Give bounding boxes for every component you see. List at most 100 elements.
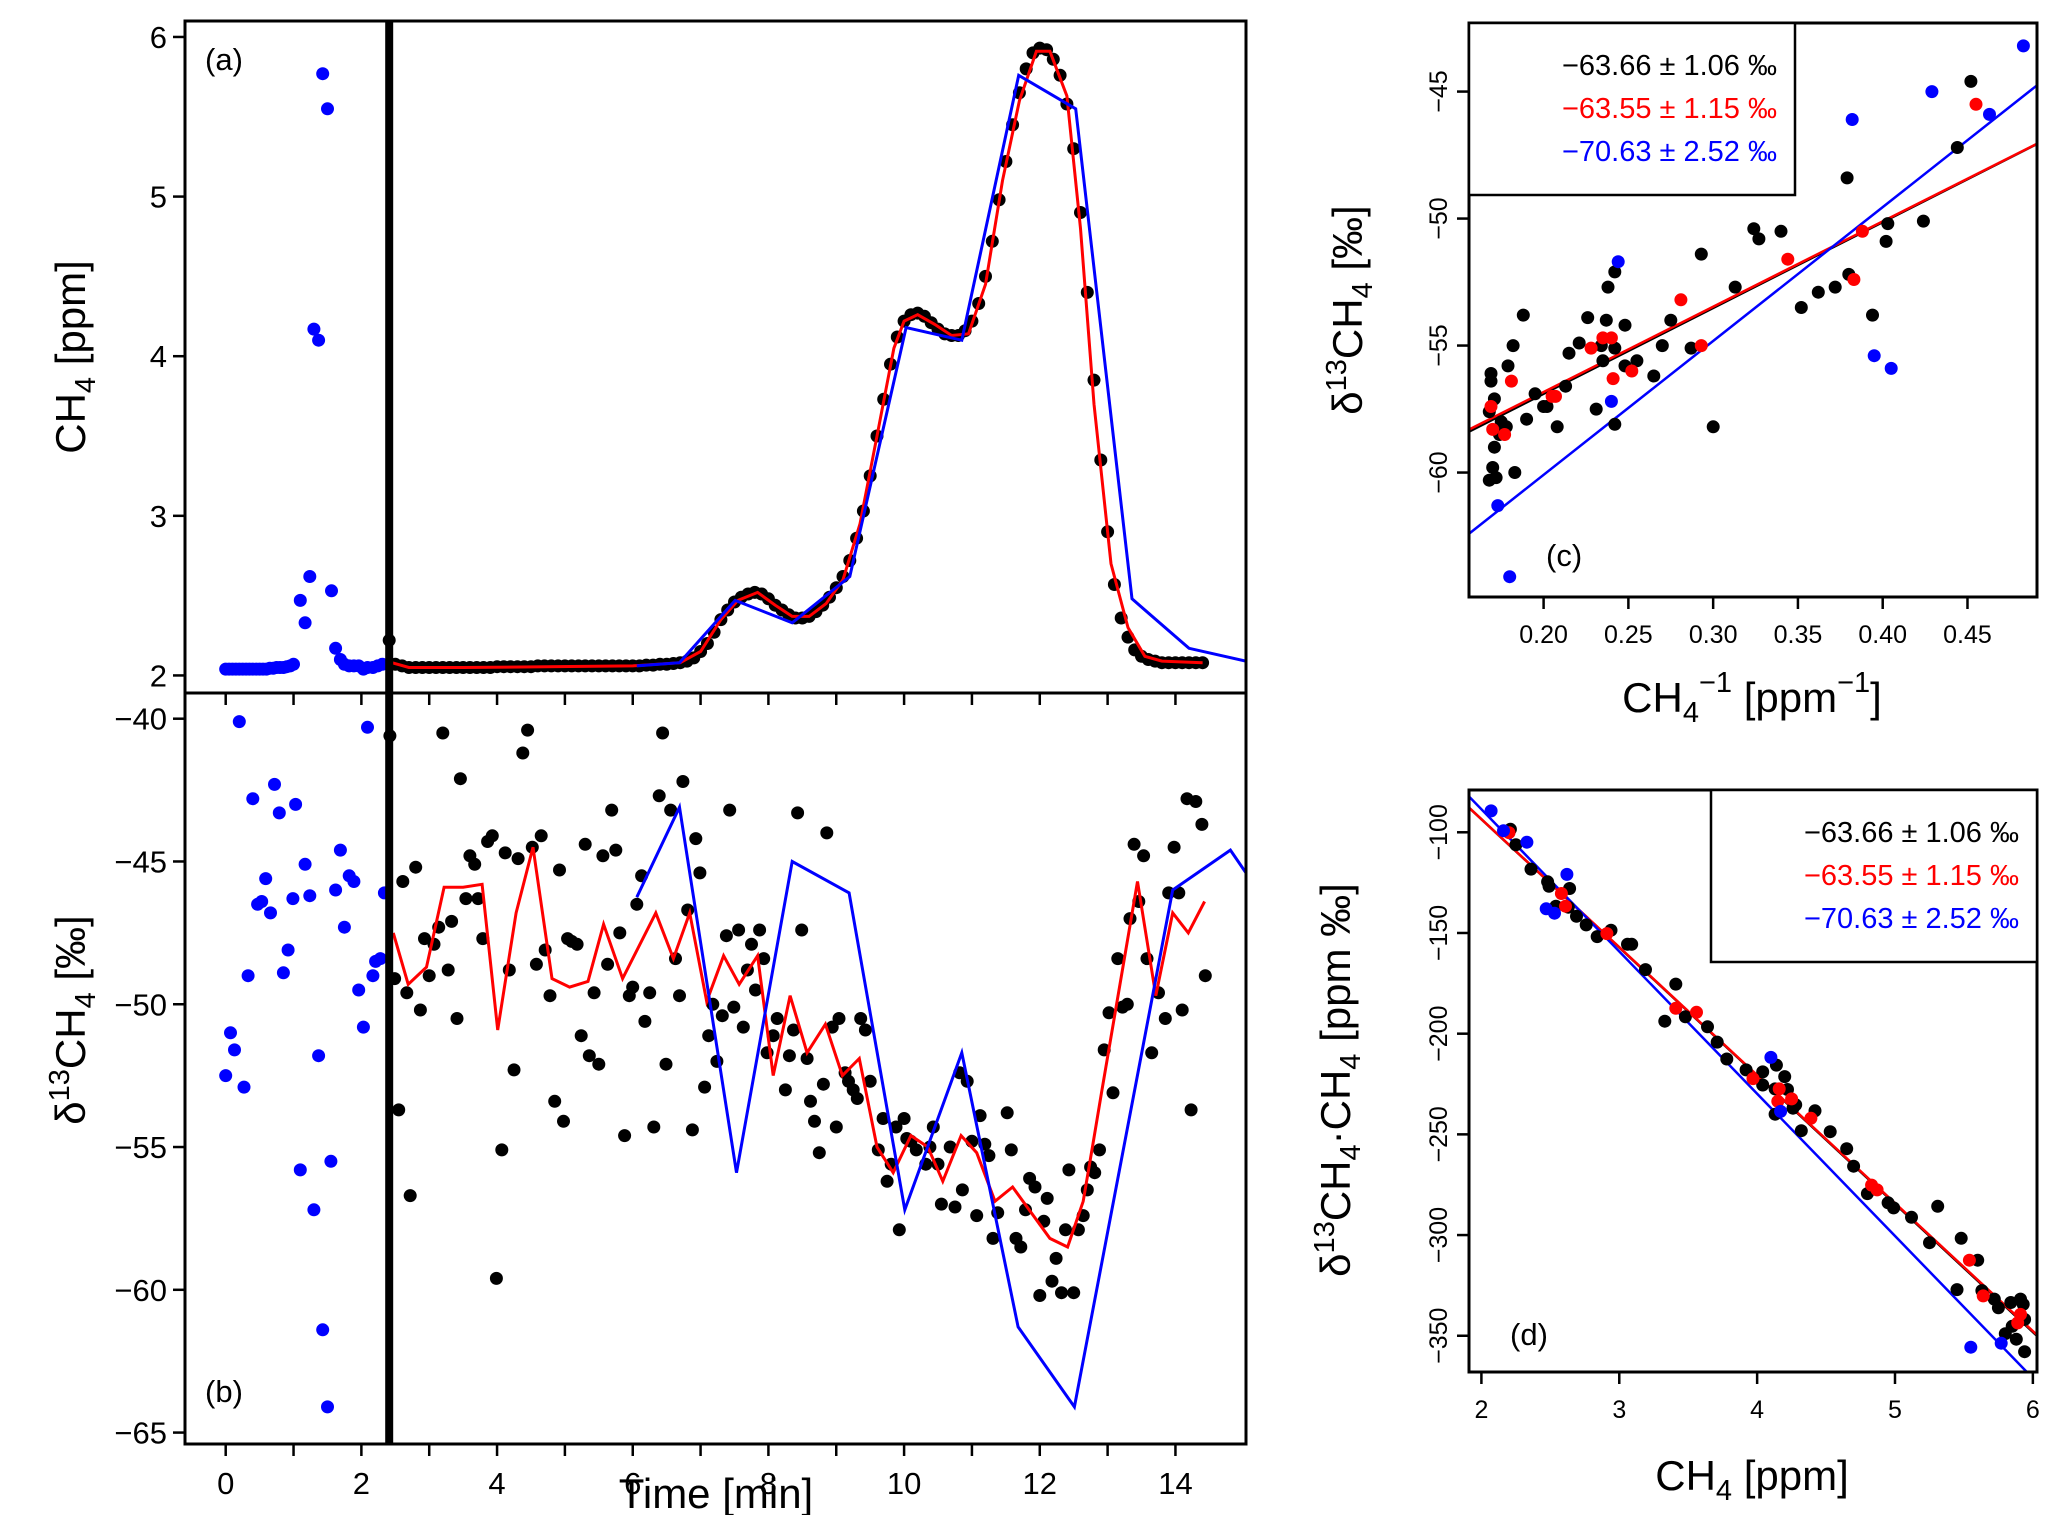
y-tick-label: −60 — [1425, 451, 1453, 493]
panel-d-ylabel: δ13CH4·CH4 [ppm ‰] — [1309, 883, 1367, 1277]
panel-d-red-point — [1600, 927, 1614, 941]
panel-a-xticks — [224, 693, 1177, 705]
panel-b-black-point — [485, 829, 499, 843]
panel-b-black-point — [543, 989, 557, 1003]
panel-b-black-point — [1111, 952, 1125, 966]
panel-b-black-point — [1175, 1003, 1189, 1017]
panel-c-blue-point — [1611, 255, 1625, 269]
panel-d-legend: −63.66 ± 1.06 ‰ −63.55 ± 1.15 ‰ −70.63 ± 2… — [1709, 788, 2039, 964]
panel-d-black-point — [2018, 1345, 2032, 1359]
panel-b-black-point — [574, 1029, 588, 1043]
panel-b-blue-point — [366, 969, 380, 983]
y-tick-label: −60 — [114, 1273, 167, 1308]
panel-d-red-point — [1785, 1092, 1799, 1106]
y-tick-label: 2 — [150, 658, 167, 693]
panel-b-black-point — [1198, 969, 1212, 983]
y-tick-label: 4 — [150, 339, 167, 374]
y-tick-label: −200 — [1425, 1006, 1453, 1062]
panel-b: −40 −45 −50 −55 −60 −65 0 2 4 6 8 10 12 14 (b) δ13CH… — [44, 691, 1248, 1515]
panel-d-red-point — [2011, 1316, 2025, 1330]
panel-b-red-line — [391, 846, 1206, 1250]
panel-b-black-point — [770, 1012, 784, 1025]
panel-d-black-point — [1579, 918, 1593, 932]
y-tick-label: −55 — [114, 1130, 167, 1165]
panel-c-black-point — [1484, 374, 1498, 388]
panel-a-blue-point — [293, 593, 307, 607]
panel-b-blue-point — [286, 892, 300, 906]
panel-d-blue-point — [1484, 804, 1498, 818]
panel-d-black-point — [1756, 1078, 1770, 1092]
panel-b-black-point — [1045, 1274, 1059, 1288]
panel-c-red-point — [1969, 97, 1983, 111]
panel-d-red-point — [1746, 1072, 1760, 1086]
panel-b-blue-point — [337, 920, 351, 934]
panel-d-black-point — [1931, 1199, 1945, 1213]
panel-b-black-point — [854, 1012, 868, 1025]
y-tick-label: −65 — [114, 1416, 167, 1451]
panel-b-black-point — [892, 1223, 906, 1237]
panel-c-blue-point — [1503, 570, 1517, 584]
panel-d-black-point — [1954, 1231, 1968, 1245]
panel-c-red-point — [1674, 293, 1688, 307]
panel-b-black-point — [630, 897, 644, 911]
panel-c-blue-point — [1604, 394, 1618, 408]
panel-b-label: (b) — [205, 1374, 243, 1409]
panel-b-blue-point — [276, 966, 290, 980]
legend-box — [1709, 788, 2039, 964]
panel-b-blue-point — [264, 906, 277, 920]
panel-b-blue-point — [316, 1323, 330, 1337]
panel-b-blue-point — [356, 1020, 370, 1034]
panel-b-blue-point — [352, 983, 366, 997]
panel-b-black-point — [970, 1209, 984, 1223]
panel-c-red-point — [1847, 273, 1861, 286]
panel-b-black-point — [782, 1049, 796, 1063]
panel-c-black-point — [1752, 232, 1766, 246]
panel-b-black-point — [955, 1183, 969, 1197]
panel-b-black-point — [638, 1014, 652, 1028]
panel-c-black-point — [1879, 234, 1893, 248]
legend-entry: −63.66 ± 1.06 ‰ — [1804, 817, 2019, 849]
panel-b-black-point — [986, 1231, 1000, 1245]
panel-d-black-point — [1950, 1283, 1964, 1297]
panel-d-blue-point — [1994, 1336, 2008, 1350]
y-tick-label: −100 — [1425, 804, 1453, 860]
panel-b-blue-point — [241, 969, 255, 983]
panel-b-yticks: −40 −45 −50 −55 −60 −65 — [114, 702, 185, 1451]
panel-b-black-point — [521, 723, 535, 737]
panel-c-black-point — [1684, 341, 1698, 355]
panel-b-black-point — [795, 923, 809, 937]
x-tick-label: 0.40 — [1858, 621, 1907, 649]
panel-a-black-point — [1080, 285, 1094, 299]
panel-b-black-point — [943, 1140, 957, 1154]
x-tick-label: 5 — [1888, 1396, 1902, 1424]
panel-a-blue-point — [329, 641, 343, 655]
panel-c-yticks: −45 −50 −55 −60 — [1425, 70, 1469, 494]
panel-c-black-point — [1647, 369, 1661, 383]
legend-entry: −70.63 ± 2.52 ‰ — [1804, 903, 2019, 935]
panel-b-black-point — [812, 1146, 826, 1160]
panel-b-black-point — [723, 803, 737, 817]
panel-b-black-point — [441, 963, 455, 977]
panel-b-black-point — [570, 937, 584, 951]
panel-c-black-point — [1664, 313, 1678, 327]
panel-c-black-point — [1516, 308, 1530, 322]
panel-b-black-point — [498, 846, 512, 860]
legend-entry: −63.66 ± 1.06 ‰ — [1562, 50, 1777, 82]
panel-c-black-point — [1866, 308, 1879, 322]
panel-a: 2 3 4 5 6 (a) CH4 [ppm] — [47, 19, 1248, 705]
panel-b-black-point — [507, 1063, 521, 1077]
panel-c-legend: −63.66 ± 1.06 ‰ −63.55 ± 1.15 ‰ −70.63 ± 2… — [1467, 21, 1797, 197]
panel-c-blue-point — [1983, 107, 1996, 121]
panel-c-black-point — [1581, 311, 1595, 325]
panel-b-black-point — [829, 1120, 843, 1134]
panel-b-black-point — [664, 803, 678, 817]
panel-d-red-point — [1804, 1111, 1818, 1125]
x-tick-label: 8 — [760, 1466, 777, 1501]
panel-a-plot-area — [219, 41, 1246, 676]
panel-c-red-point — [1855, 224, 1869, 238]
panel-b-black-point — [698, 1080, 712, 1094]
panel-b-xlabel: Time [min] — [619, 1470, 813, 1515]
panel-b-black-point — [392, 1103, 406, 1117]
panel-d-black-point — [1524, 862, 1538, 876]
